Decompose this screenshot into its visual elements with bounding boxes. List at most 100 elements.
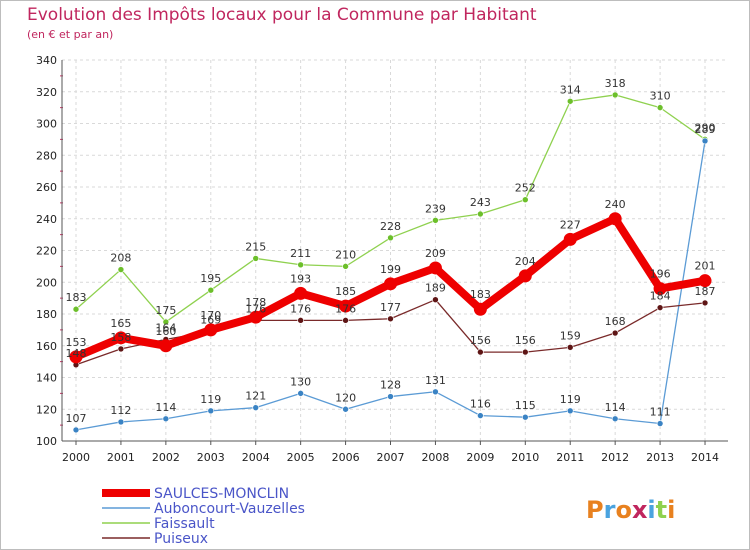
data-label-faissault: 210: [335, 248, 356, 261]
y-tick-label: 240: [36, 213, 57, 226]
data-label-saulces-monclin: 165: [110, 317, 131, 330]
data-point-saulces-monclin: [114, 331, 128, 345]
x-tick-label: 2007: [377, 451, 405, 464]
data-point-faissault: [117, 266, 125, 273]
logo-letter: i: [647, 496, 655, 524]
legend-label-saulces-monclin: SAULCES-MONCLIN: [154, 486, 289, 502]
data-point-puiseux: [611, 329, 619, 337]
data-label-puiseux: 158: [110, 331, 131, 344]
data-point-auboncourt-vauzelles: [297, 390, 304, 397]
data-label-puiseux: 176: [245, 302, 266, 315]
data-point-saulces-monclin: [159, 339, 173, 353]
data-label-saulces-monclin: 201: [695, 260, 716, 273]
data-point-faissault: [477, 210, 484, 218]
data-point-saulces-monclin: [608, 212, 622, 226]
x-tick-label: 2008: [421, 451, 449, 464]
y-tick-label: 220: [36, 245, 57, 258]
data-label-puiseux: 164: [155, 321, 176, 334]
x-tick-label: 2000: [62, 451, 90, 464]
data-point-auboncourt-vauzelles: [656, 420, 664, 427]
data-label-saulces-monclin: 170: [200, 309, 221, 322]
y-tick-label: 140: [36, 372, 57, 385]
x-tick-label: 2001: [107, 451, 135, 464]
data-label-auboncourt-vauzelles: 289: [695, 123, 716, 136]
data-label-faissault: 175: [155, 304, 176, 317]
x-tick-label: 2004: [242, 451, 270, 464]
logo-letter: i: [667, 496, 675, 524]
y-tick-label: 300: [36, 118, 57, 131]
data-point-faissault: [566, 97, 574, 105]
data-point-puiseux: [701, 299, 709, 307]
data-point-saulces-monclin: [473, 302, 487, 316]
x-tick-label: 2014: [691, 451, 719, 464]
data-point-faissault: [432, 217, 439, 224]
data-point-auboncourt-vauzelles: [387, 393, 394, 400]
y-tick-label: 320: [36, 86, 57, 99]
data-label-puiseux: 168: [605, 315, 626, 328]
data-point-puiseux: [521, 348, 529, 356]
data-point-puiseux: [656, 304, 664, 311]
data-label-faissault: 318: [605, 77, 626, 90]
logo-letter: o: [615, 496, 632, 524]
data-label-auboncourt-vauzelles: 111: [650, 406, 671, 419]
data-point-faissault: [387, 234, 394, 242]
data-point-faissault: [72, 305, 80, 313]
data-label-auboncourt-vauzelles: 120: [335, 391, 356, 404]
y-tick-label: 100: [36, 435, 57, 448]
data-point-auboncourt-vauzelles: [342, 405, 349, 413]
data-point-faissault: [252, 255, 260, 262]
y-tick-label: 180: [36, 308, 57, 321]
data-label-auboncourt-vauzelles: 107: [66, 412, 87, 425]
data-label-faissault: 183: [66, 291, 87, 304]
data-point-auboncourt-vauzelles: [521, 413, 529, 421]
data-point-saulces-monclin: [339, 299, 353, 313]
data-label-saulces-monclin: 240: [605, 198, 626, 211]
data-label-auboncourt-vauzelles: 130: [290, 375, 311, 388]
data-label-faissault: 290: [695, 121, 716, 134]
data-point-puiseux: [387, 315, 394, 323]
data-point-faissault: [162, 318, 170, 326]
data-label-saulces-monclin: 199: [380, 263, 401, 276]
data-label-puiseux: 187: [695, 285, 716, 298]
x-tick-label: 2006: [332, 451, 360, 464]
data-label-auboncourt-vauzelles: 116: [470, 398, 491, 411]
logo-text: Proxiti: [586, 496, 675, 524]
data-labels: 183 208 175 195 215 211 210 228 239 243 252 314 318 3…: [66, 77, 716, 425]
data-label-puiseux: 169: [200, 313, 221, 326]
data-point-auboncourt-vauzelles: [207, 407, 215, 415]
logo-letter: x: [632, 496, 648, 524]
y-tick-label: 120: [36, 403, 57, 416]
data-label-puiseux: 184: [650, 290, 671, 303]
data-label-auboncourt-vauzelles: 119: [560, 393, 581, 406]
data-label-auboncourt-vauzelles: 119: [200, 393, 221, 406]
data-point-puiseux: [342, 317, 349, 324]
data-label-saulces-monclin: 196: [650, 268, 671, 281]
data-label-saulces-monclin: 185: [335, 285, 356, 298]
data-label-faissault: 215: [245, 240, 266, 253]
data-point-saulces-monclin: [428, 261, 442, 275]
data-point-auboncourt-vauzelles: [566, 407, 574, 415]
axes: 100 120 140 160 180 200 220 240 260 280 300 320 340 2…: [36, 54, 728, 464]
data-label-puiseux: 156: [515, 334, 536, 347]
data-point-faissault: [656, 104, 664, 111]
data-point-puiseux: [432, 296, 439, 304]
x-tick-label: 2012: [601, 451, 629, 464]
data-label-saulces-monclin: 160: [155, 325, 176, 338]
y-tick-label: 200: [36, 276, 57, 289]
x-tick-label: 2003: [197, 451, 225, 464]
data-label-puiseux: 189: [425, 282, 446, 295]
data-label-auboncourt-vauzelles: 114: [605, 401, 626, 414]
data-label-saulces-monclin: 227: [560, 218, 581, 231]
data-point-faissault: [342, 263, 349, 270]
data-label-puiseux: 176: [290, 302, 311, 315]
data-point-saulces-monclin: [249, 310, 263, 324]
data-point-saulces-monclin: [563, 232, 577, 246]
series-layer: [69, 91, 712, 434]
data-point-auboncourt-vauzelles: [701, 137, 709, 145]
data-label-auboncourt-vauzelles: 131: [425, 374, 446, 387]
data-point-saulces-monclin: [294, 286, 308, 300]
data-point-puiseux: [566, 344, 574, 351]
data-label-saulces-monclin: 193: [290, 272, 311, 285]
data-point-auboncourt-vauzelles: [432, 388, 439, 396]
data-label-faissault: 211: [290, 247, 311, 260]
